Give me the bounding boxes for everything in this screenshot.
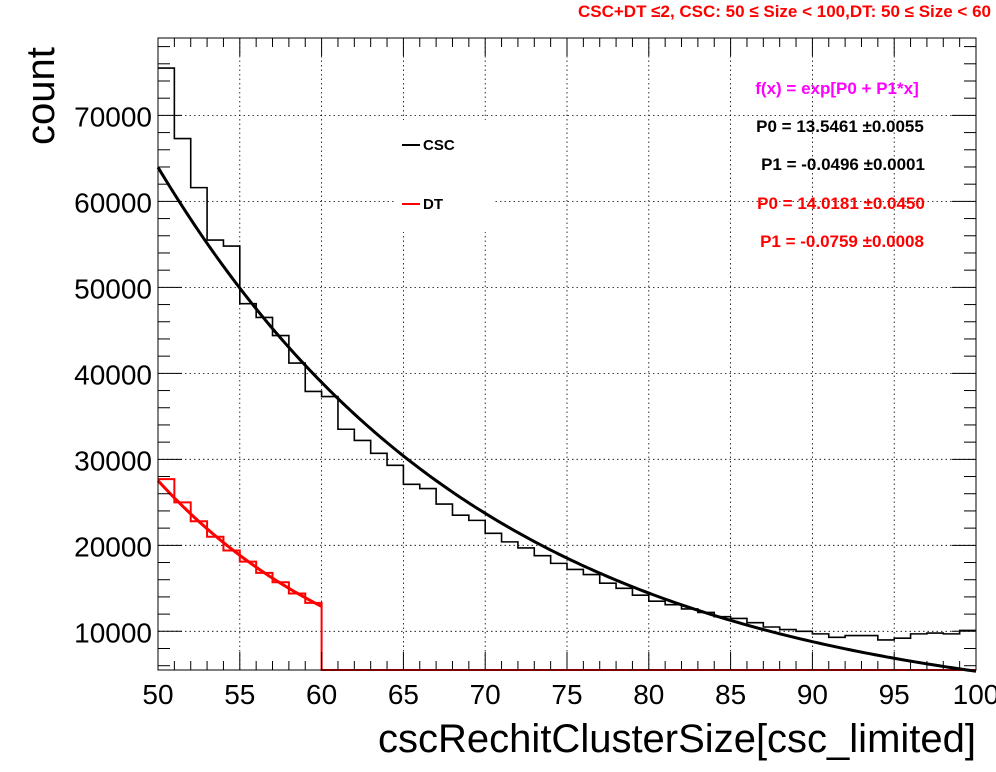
x-tick-label: 80 <box>633 679 664 710</box>
legend-label-dt: DT <box>423 196 443 213</box>
fit-dt-p0: P0 = 14.0181 ±0.0450 <box>757 194 925 213</box>
x-tick-label: 60 <box>306 679 337 710</box>
x-tick-label: 85 <box>715 679 746 710</box>
y-tick-label: 50000 <box>74 273 152 304</box>
plot-series <box>156 67 977 673</box>
y-tick-label: 40000 <box>74 359 152 390</box>
fit-annotations: f(x) = exp[P0 + P1*x] P0 = 13.5461 ±0.00… <box>755 79 925 251</box>
y-tick-label: 60000 <box>74 187 152 218</box>
fit-csc-p0: P0 = 13.5461 ±0.0055 <box>756 117 924 136</box>
fit-formula: f(x) = exp[P0 + P1*x] <box>755 79 918 98</box>
axes: 50 55 60 65 70 75 80 85 90 95 100 10000 20000 30000 40… <box>74 38 996 710</box>
x-tick-label: 70 <box>470 679 501 710</box>
x-tick-label: 75 <box>551 679 582 710</box>
x-tick-label: 65 <box>388 679 419 710</box>
y-tick-label: 20000 <box>74 531 152 562</box>
y-tick-label: 70000 <box>74 101 152 132</box>
x-tick-label: 95 <box>879 679 910 710</box>
y-axis-title: count <box>19 47 63 145</box>
y-tick-label: 10000 <box>74 617 152 648</box>
y-tick-label: 30000 <box>74 445 152 476</box>
chart-title: CSC+DT ≤2, CSC: 50 ≤ Size < 100,DT: 50 ≤… <box>578 2 991 21</box>
x-axis-title: cscRechitClusterSize[csc_limited] <box>378 717 976 761</box>
csc-histogram <box>158 67 976 641</box>
x-tick-label: 90 <box>797 679 828 710</box>
legend-box <box>395 120 495 232</box>
csc-fit-curve <box>156 166 977 673</box>
fit-csc-p1: P1 = -0.0496 ±0.0001 <box>761 155 925 174</box>
fit-dt-p1: P1 = -0.0759 ±0.0008 <box>760 232 924 251</box>
x-tick-label: 50 <box>142 679 173 710</box>
grid <box>157 38 977 670</box>
dt-fit-curve <box>156 479 323 608</box>
x-tick-label: 55 <box>224 679 255 710</box>
legend: CSC DT <box>395 120 495 232</box>
x-tick-label: 100 <box>953 679 996 710</box>
legend-label-csc: CSC <box>423 137 455 154</box>
